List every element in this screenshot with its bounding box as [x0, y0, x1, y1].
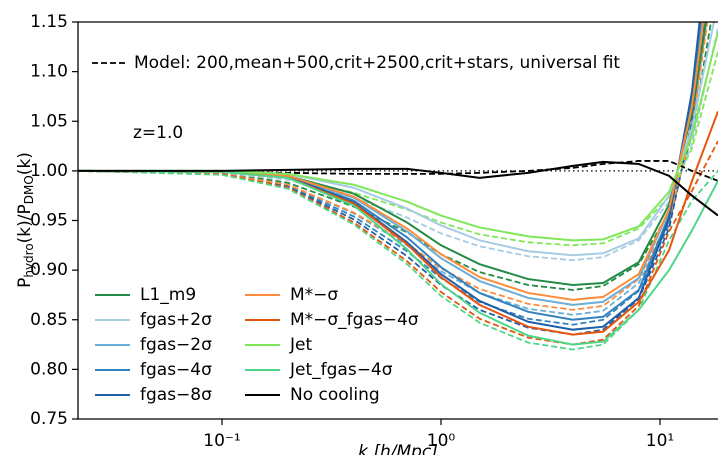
legend-label: M*−σ_fgas−4σ — [290, 310, 419, 330]
model-line — [78, 140, 718, 346]
legend-label: fgas−8σ — [140, 385, 212, 405]
x-tick-label: 10⁻¹ — [203, 431, 240, 451]
annotation: z=1.0 — [133, 123, 183, 143]
y-label-part: (k)/P — [15, 204, 35, 243]
y-tick-label: 1.10 — [30, 62, 68, 82]
legend-label: Jet — [289, 335, 312, 355]
plot-area — [78, 22, 718, 351]
model-line — [78, 22, 712, 291]
y-label-part: P — [15, 278, 35, 288]
y-tick-label: 0.95 — [30, 211, 68, 231]
legend-label: fgas−2σ — [140, 335, 212, 355]
y-label-part: DMO — [22, 175, 36, 204]
y-tick-label: 1.15 — [30, 12, 68, 32]
legend-label: M*−σ — [290, 285, 338, 305]
y-axis-label: Phydro(k)/PDMO(k) — [15, 152, 36, 288]
y-tick-label: 0.85 — [30, 310, 68, 330]
series-line — [78, 31, 718, 242]
axis-frame — [77, 21, 718, 420]
y-tick-label: 0.80 — [30, 359, 68, 379]
model-line — [78, 22, 708, 316]
y-tick-label: 0.90 — [30, 260, 68, 280]
series-line — [78, 22, 704, 306]
model-line — [78, 169, 718, 351]
x-tick-label: 10⁰ — [427, 431, 456, 451]
model-line — [78, 22, 709, 311]
model-line — [78, 22, 706, 336]
legend-label: fgas−4σ — [140, 360, 212, 380]
model-line — [78, 160, 718, 182]
x-axis-label: k [h/Mpc] — [358, 442, 438, 455]
series-line — [78, 160, 718, 217]
model-line — [78, 51, 718, 247]
y-label-part: hydro — [22, 243, 36, 277]
legend-label: fgas+2σ — [140, 310, 212, 330]
y-tick-label: 1.05 — [30, 111, 68, 131]
y-tick-label: 1.00 — [30, 161, 68, 181]
y-tick-label: 0.75 — [30, 409, 68, 429]
legend-label: Jet_fgas−4σ — [289, 360, 393, 380]
legend-label: Model: 200,mean+500,crit+2500,crit+stars… — [134, 53, 620, 73]
series-line — [78, 169, 718, 346]
y-label-part: (k) — [15, 152, 35, 175]
legend-label: No cooling — [290, 385, 380, 405]
x-tick-label: 10¹ — [646, 431, 674, 451]
series-line — [78, 22, 701, 331]
series-line — [78, 22, 705, 301]
legend-label: L1_m9 — [140, 285, 196, 305]
